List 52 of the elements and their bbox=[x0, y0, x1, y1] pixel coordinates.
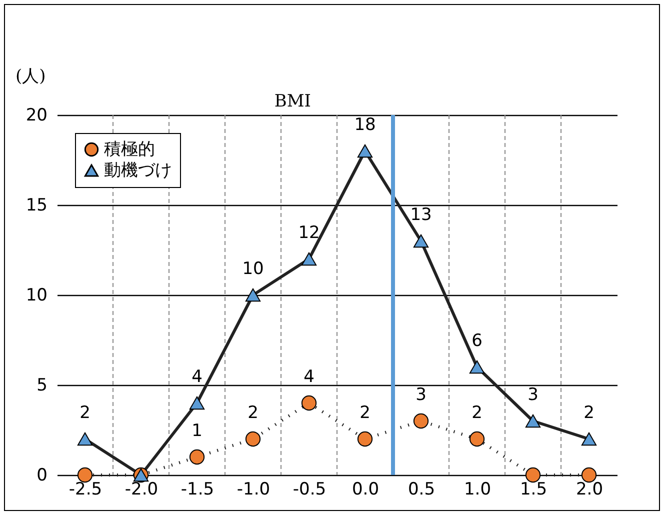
y-tick-label: 10 bbox=[26, 286, 48, 306]
point bbox=[189, 449, 205, 465]
data-label: 2 bbox=[80, 403, 90, 423]
x-tick-label: -0.5 bbox=[292, 480, 326, 500]
x-tick-label: 1.0 bbox=[464, 480, 492, 500]
y-tick-label: 5 bbox=[36, 376, 48, 396]
x-tick-label: -2.5 bbox=[68, 480, 102, 500]
point bbox=[469, 360, 485, 374]
point bbox=[581, 432, 597, 446]
data-label: 2 bbox=[360, 403, 370, 423]
data-label: 2 bbox=[472, 403, 482, 423]
data-label: 2 bbox=[584, 403, 594, 423]
legend-label: 動機づけ bbox=[104, 160, 172, 180]
point bbox=[245, 431, 261, 447]
point bbox=[189, 396, 205, 410]
y-tick-label: 15 bbox=[26, 196, 48, 216]
point bbox=[77, 467, 93, 483]
legend-label: 積極的 bbox=[104, 140, 155, 160]
data-label: 18 bbox=[354, 115, 376, 135]
point bbox=[525, 467, 541, 483]
x-tick-label: -1.5 bbox=[180, 480, 214, 500]
x-tick-label: -2.0 bbox=[124, 480, 158, 500]
point bbox=[301, 252, 317, 266]
point bbox=[245, 288, 261, 302]
point bbox=[413, 234, 429, 248]
point bbox=[581, 467, 597, 483]
x-tick-label: 0.5 bbox=[408, 480, 436, 500]
point bbox=[413, 413, 429, 429]
data-label: 12 bbox=[298, 223, 320, 243]
x-tick-label: -1.0 bbox=[236, 480, 270, 500]
data-label: 2 bbox=[248, 403, 258, 423]
x-tick-label: 1.5 bbox=[520, 480, 548, 500]
y-axis-title: (人) bbox=[16, 66, 46, 86]
y-tick-label: 20 bbox=[26, 106, 48, 126]
data-label: 13 bbox=[410, 205, 432, 225]
data-label: 10 bbox=[242, 259, 264, 279]
point bbox=[77, 432, 93, 446]
x-tick-label: 0.0 bbox=[352, 480, 380, 500]
point bbox=[301, 395, 317, 411]
point bbox=[525, 414, 541, 428]
point bbox=[357, 431, 373, 447]
point bbox=[357, 144, 373, 158]
data-label: 4 bbox=[304, 367, 314, 387]
data-label: 6 bbox=[472, 331, 482, 351]
data-label: 3 bbox=[416, 385, 426, 405]
data-label: 1 bbox=[192, 421, 202, 441]
x-axis-title: BMI bbox=[274, 92, 312, 112]
y-tick-label: 0 bbox=[36, 466, 48, 486]
x-tick-label: 2.0 bbox=[576, 480, 604, 500]
point bbox=[469, 431, 485, 447]
data-label: 3 bbox=[528, 385, 538, 405]
data-label: 4 bbox=[192, 367, 202, 387]
